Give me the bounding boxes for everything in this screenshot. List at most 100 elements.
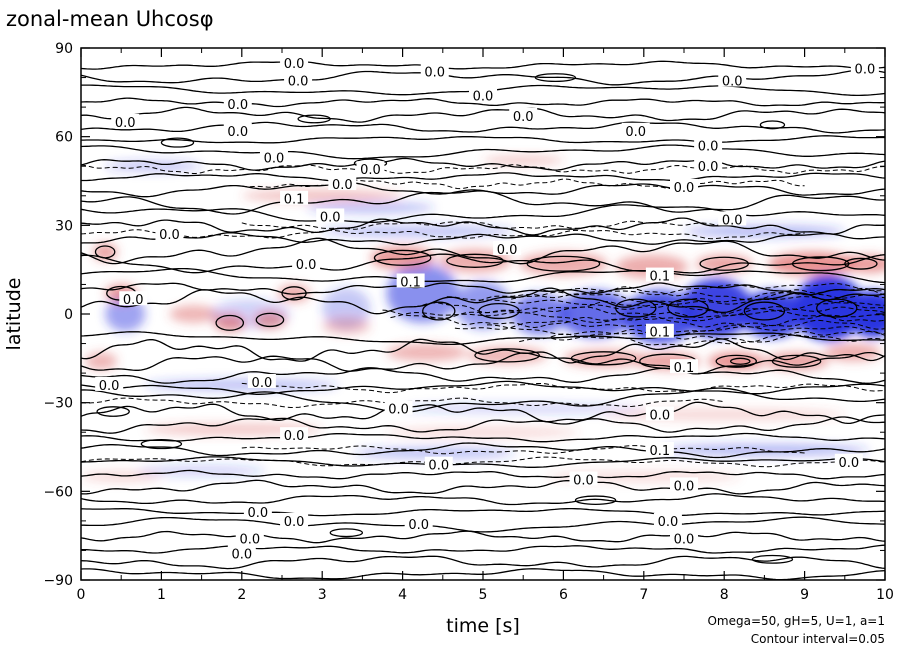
contour-line [81,182,885,198]
contour-loop [699,256,749,271]
shading-cell [322,316,371,335]
contour-label: 0.0 [424,66,445,81]
shading-cell [145,423,323,436]
contour-label: 0.0 [408,518,429,533]
contour-label: 0.0 [284,57,305,72]
y-tick-label: 30 [55,218,73,234]
contour-label: 0.0 [252,376,273,391]
contour-label: 0.0 [231,547,252,562]
contour-label: 0.0 [332,178,353,193]
contour-label: 0.0 [625,125,646,140]
y-tick-label: −30 [43,396,73,412]
contour-label-backdrop [292,255,321,270]
contour-line [81,204,885,223]
contour-label-backdrop [834,453,863,468]
contour-label: 0.0 [288,75,309,90]
shading-cell [848,290,885,338]
contour-label-backdrop [569,471,598,486]
shading-cell [386,343,467,362]
y-axis-label: latitude [3,278,25,351]
y-tick-label: −60 [43,484,73,500]
contour-label: 0.0 [838,456,859,471]
contour-loop [255,312,285,328]
contour-loop [615,298,657,318]
contour-line [81,367,885,384]
shading-cell [792,275,865,341]
contour-label-backdrop [223,96,252,111]
x-axis-label: time [s] [446,615,520,637]
x-tick-label: 6 [559,587,568,603]
shading-cell [213,314,246,332]
contour-loop [422,301,456,321]
contour-line-dashed [414,301,885,315]
x-tick-label: 10 [876,587,894,603]
contour-label: 0.0 [722,213,743,228]
contour-line [81,267,885,284]
contour-label: 0.0 [320,210,341,225]
contour-line [81,507,885,517]
shading-cell [386,263,459,323]
contour-line [81,253,885,274]
contour-label-backdrop [621,122,650,137]
contour-line [81,555,885,570]
contour-layer [81,60,885,580]
contour-line-dashed [241,220,725,230]
contour-line [81,456,885,468]
contour-label-backdrop [155,226,184,241]
contour-label-backdrop [718,211,747,226]
contour-label: 0.0 [650,408,671,423]
contour-loop [474,348,540,363]
contour-label: 0.0 [428,459,449,474]
contour-label: 0.1 [400,275,421,290]
shading-cell [559,290,632,338]
contour-label: 0.0 [115,116,136,131]
contour-loop [729,357,751,365]
contour-label: 0.0 [658,515,679,530]
contour-line [81,401,885,425]
contour-line [81,331,885,346]
contour-line [81,69,885,86]
contour-label: 0.1 [650,270,671,285]
contour-line [81,217,885,236]
contour-loop [446,253,504,268]
contour-loop [570,351,637,366]
contour-label: 0.0 [248,506,269,521]
contour-loop [844,257,878,270]
shading-cell [824,343,881,362]
x-tick-label: 5 [479,587,488,603]
contour-label: 0.0 [123,293,144,308]
contour-label-backdrop [670,477,698,492]
contour-loop [373,249,432,266]
contour-loop [94,245,116,259]
contour-line-dashed [241,178,805,190]
shading-cell [137,464,266,477]
shading-cell [81,470,162,483]
contour-label: 0.0 [99,379,120,394]
contour-label: 0.1 [650,444,671,459]
contour-label: 0.0 [284,515,305,530]
contour-label-backdrop [243,504,272,519]
contour-label-backdrop [356,161,385,176]
contour-label: 0.1 [674,361,695,376]
contour-line [81,493,885,506]
contour-label: 0.0 [497,243,518,258]
contour-line-dashed [446,296,885,310]
contour-loop [478,303,520,320]
contour-loop [743,301,786,321]
contour-line-dashed [241,382,885,394]
contour-line-dashed [478,292,885,303]
contour-loop [281,286,307,301]
y-tick-label: −90 [43,573,73,589]
contour-label-backdrop [653,512,682,527]
contour-label-backdrop [316,208,345,223]
contour-loop [215,314,245,331]
contour-label: 0.0 [159,228,180,243]
contour-label-backdrop [424,456,453,471]
shading-cell [85,352,118,371]
contour-label-backdrop [328,175,357,190]
contour-loop [791,256,850,272]
shading-cell [145,379,339,391]
contour-line-dashed [390,310,885,323]
shading-cell [322,225,516,238]
x-tick-label: 9 [800,587,809,603]
